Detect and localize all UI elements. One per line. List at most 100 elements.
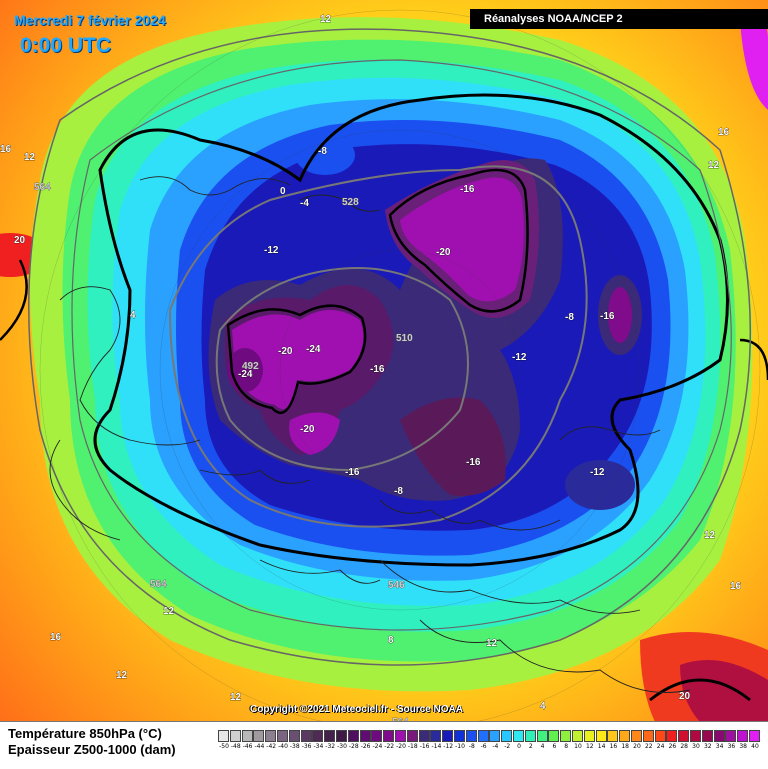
cold-lobe-east [565,460,635,510]
color-scale: -50 -48 -46 -44 -42 -40 -38 -36 -34 -32 -30 -28 -26-… [218,730,766,764]
legend-swatch [359,730,371,742]
temp-label: 8 [388,635,394,646]
cold-core-west-inner [232,310,364,410]
legend-title-temperature: Température 850hPa (°C) [8,726,162,741]
temp-label: 12 [708,160,720,171]
legend-swatch [265,730,277,742]
legend-tick-label: -24 [372,743,383,750]
temp-label: 12 [486,638,498,649]
legend-tick-label: -36 [301,743,312,750]
thickness-label: 564 [34,182,51,193]
legend-swatch [430,730,442,742]
temp-label: 12 [163,606,175,617]
legend-swatch [572,730,583,742]
map-date: Mercredi 7 février 2024 [14,12,166,28]
thickness-label: 546 [388,580,405,591]
legend-swatch [701,730,713,742]
temp-label: -12 [512,352,527,363]
legend-tick-label: -32 [325,743,336,750]
temp-label: 16 [718,127,730,138]
temp-label: 12 [116,670,128,681]
legend-swatch [536,730,548,742]
temperature-labels: 12 16 12 20 4 -8 0 -4 -12 -16 -20 -16 -2… [0,14,742,713]
legend-tick-label: -28 [348,743,359,750]
legend-tick-label: -6 [480,743,487,750]
legend-tick-label: -12 [443,743,454,750]
legend-swatch [725,730,737,742]
temp-label: 16 [730,581,742,592]
thickness-label: 528 [342,197,359,208]
temp-label: -20 [278,346,293,357]
copyright-notice: Copyright ©2021 Meteociel.fr - Source NO… [250,704,463,715]
legend-tick-label: -50 [219,743,229,750]
legend-swatch [395,730,406,742]
cold-core-northeast [608,287,632,343]
legend-swatch [418,730,430,742]
warm-core-southeast-inner [680,660,768,722]
temp-label: -12 [264,245,279,256]
legend-swatch [241,730,253,742]
legend-tick-label: 4 [540,743,545,750]
legend-swatch [560,730,572,742]
temp-label: -8 [394,486,403,497]
isotherm-minus20-north [388,168,529,313]
legend-swatch [288,730,300,742]
legend-tick-label: 12 [585,743,594,750]
legend-tick-label: -10 [455,743,465,750]
legend-swatch [383,730,395,742]
legend-tick-label: -22 [384,743,395,750]
isotherm-minus20-west [226,304,367,414]
cold-core-south [400,397,506,496]
legend-swatch [454,730,465,742]
legend-tick-label: -2 [504,743,511,750]
legend-title-thickness: Epaisseur Z500-1000 (dam) [8,742,176,757]
legend-swatch [678,730,690,742]
legend-swatch [548,730,560,742]
temp-label: -16 [460,184,475,195]
temp-label: 4 [540,701,546,712]
legend-tick-label: -34 [313,743,324,750]
legend-tick-label: -26 [360,743,371,750]
cold-lobe-north [295,135,355,175]
thickness-546 [71,59,732,631]
legend-tick-label: 20 [633,743,641,750]
legend-swatch [477,730,489,742]
temp-label: -16 [370,364,385,375]
temp-label: 16 [0,144,12,155]
legend-swatch [595,730,607,742]
legend-swatch [666,730,678,742]
legend-swatch [336,730,347,742]
temp-label: 12 [24,152,36,163]
temp-label: 0 [280,186,286,197]
warm-core-northeast [740,17,768,110]
temp-label: 12 [704,530,716,541]
temp-label: -16 [466,457,481,468]
thickness-528 [168,165,588,528]
legend-tick-label: 18 [621,743,629,750]
legend-swatch [631,730,642,742]
legend-swatch [642,730,654,742]
legend-swatch [442,730,454,742]
temp-label: -8 [318,146,327,157]
cold-core-southwest-inner [289,412,340,455]
legend-swatch [524,730,536,742]
legend-swatch [737,730,749,742]
legend-swatch [465,730,477,742]
legend-tick-label: -46 [242,743,253,750]
temp-label: -20 [300,424,315,435]
legend-tick-label: 32 [703,743,712,750]
legend-tick-label: 28 [680,743,688,750]
temp-label: -8 [565,312,574,323]
temp-label: -24 [306,344,321,355]
legend-swatch [690,730,701,742]
legend-tick-label: 22 [644,743,653,750]
legend-tick-label: -4 [492,743,499,750]
map-time: 0:00 UTC [20,34,112,57]
temp-label: -4 [300,198,309,209]
isotherm-0 [93,93,729,567]
cold-core-north-inner [400,177,524,302]
temp-label: -24 [238,369,253,380]
legend-swatch [713,730,725,742]
temp-label: 20 [679,691,691,702]
legend-swatch [654,730,666,742]
